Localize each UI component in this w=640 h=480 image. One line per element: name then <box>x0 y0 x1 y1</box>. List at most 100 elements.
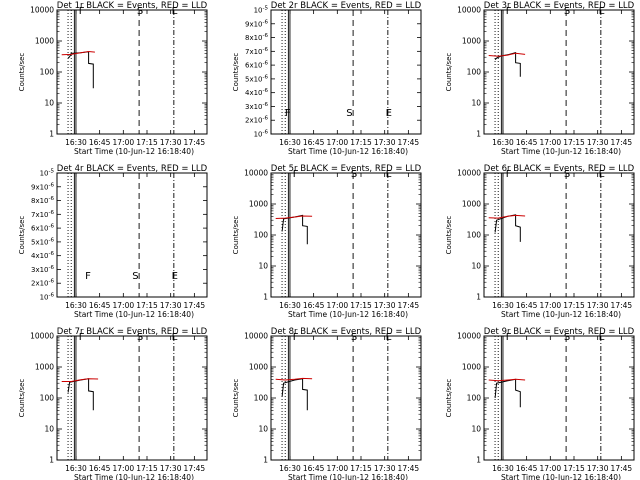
y-tick-label: 1 <box>263 293 268 302</box>
y-tick-label: 8x10-6 <box>31 196 55 205</box>
y-tick-label: 10000 <box>244 169 268 178</box>
x-tick-label: 17:30 <box>374 301 396 310</box>
series-line-lld <box>488 52 526 57</box>
x-axis-label: Start Time (10-Jun-12 16:18:40) <box>288 310 408 319</box>
x-tick-label: 17:30 <box>374 138 396 147</box>
series-line-lld <box>488 214 526 219</box>
x-tick-label: 16:45 <box>89 301 111 310</box>
x-axis-label: Start Time (10-Jun-12 16:18:40) <box>288 147 408 156</box>
marker-letter-f: F <box>293 169 299 180</box>
chart-title: Det 8r BLACK = Events, RED = LLD <box>271 327 422 337</box>
y-tick-label: 100 <box>254 394 269 403</box>
y-axis-label: Counts/sec <box>445 216 453 255</box>
x-tick-label: 16:30 <box>492 301 514 310</box>
marker-letter-f: F <box>506 6 512 17</box>
x-tick-label: 16:45 <box>303 464 325 473</box>
chart-panel: Det 9r BLACK = Events, RED = LLD Counts/s… <box>445 327 635 480</box>
y-tick-label: 10000 <box>244 332 268 341</box>
y-tick-label: 4x10-6 <box>31 251 55 260</box>
series-line-lld <box>275 215 313 219</box>
x-axis-label: Start Time (10-Jun-12 16:18:40) <box>501 310 621 319</box>
x-axis-label: Start Time (10-Jun-12 16:18:40) <box>501 147 621 156</box>
y-tick-label: 1000 <box>462 200 481 209</box>
plot-frame <box>56 335 208 461</box>
chart-panel: Det 2r BLACK = Events, RED = LLD Counts/s… <box>232 1 422 156</box>
x-tick-label: 17:30 <box>160 464 182 473</box>
y-tick-label: 10 <box>471 425 481 434</box>
x-tick-label: 17:00 <box>113 464 135 473</box>
x-axis-label: Start Time (10-Jun-12 16:18:40) <box>501 473 621 480</box>
x-tick-label: 17:15 <box>563 464 585 473</box>
x-axis-label: Start Time (10-Jun-12 16:18:40) <box>74 473 194 480</box>
marker-letter-e: E <box>386 332 392 343</box>
y-tick-label: 10 <box>471 262 481 271</box>
y-tick-label: 10-6 <box>254 130 269 139</box>
marker-letter-f: F <box>285 108 291 119</box>
marker-letter-s: S <box>346 108 352 119</box>
x-tick-label: 17:45 <box>611 301 633 310</box>
x-tick-label: 16:45 <box>516 138 538 147</box>
x-tick-label: 17:15 <box>563 138 585 147</box>
y-tick-label: 1 <box>476 130 481 139</box>
x-tick-label: 17:00 <box>327 464 349 473</box>
y-tick-label: 6x10-6 <box>245 61 269 70</box>
x-tick-label: 17:45 <box>398 138 420 147</box>
series-line-events <box>281 214 308 245</box>
chart-panel: Det 5r BLACK = Events, RED = LLD Counts/s… <box>232 164 422 319</box>
y-tick-label: 2x10-6 <box>31 279 55 288</box>
y-tick-label: 10 <box>471 99 481 108</box>
x-tick-label: 16:30 <box>279 464 301 473</box>
plot-frame <box>483 335 635 461</box>
x-tick-label: 16:30 <box>65 464 87 473</box>
x-tick-label: 16:45 <box>89 138 111 147</box>
chart-title: Det 3r BLACK = Events, RED = LLD <box>484 1 635 11</box>
marker-letter-e: E <box>599 169 605 180</box>
y-tick-label: 1000 <box>35 37 54 46</box>
x-tick-label: 17:00 <box>540 464 562 473</box>
y-tick-label: 1000 <box>35 363 54 372</box>
x-tick-label: 16:45 <box>89 464 111 473</box>
plot-frame <box>270 335 422 461</box>
chart-title: Det 1r BLACK = Events, RED = LLD <box>57 1 208 11</box>
y-tick-label: 3x10-6 <box>31 265 55 274</box>
y-tick-label: 10-5 <box>254 6 269 15</box>
x-tick-label: 17:00 <box>327 301 349 310</box>
x-tick-label: 17:15 <box>350 301 372 310</box>
x-axis-label: Start Time (10-Jun-12 16:18:40) <box>74 310 194 319</box>
x-tick-label: 17:30 <box>160 301 182 310</box>
x-tick-label: 17:00 <box>327 138 349 147</box>
chart-title: Det 7r BLACK = Events, RED = LLD <box>57 327 208 337</box>
x-tick-label: 17:15 <box>350 464 372 473</box>
marker-letter-s: S <box>351 169 357 180</box>
y-tick-label: 3x10-6 <box>245 102 269 111</box>
y-tick-label: 1 <box>476 456 481 465</box>
x-tick-label: 16:45 <box>516 464 538 473</box>
y-tick-label: 100 <box>254 231 269 240</box>
x-tick-label: 17:45 <box>398 301 420 310</box>
marker-letter-e: E <box>386 169 392 180</box>
marker-letter-f: F <box>85 271 91 282</box>
y-tick-label: 10 <box>44 99 54 108</box>
marker-letter-s: S <box>137 332 143 343</box>
y-tick-label: 4x10-6 <box>245 88 269 97</box>
x-tick-label: 16:30 <box>65 301 87 310</box>
chart-title: Det 4r BLACK = Events, RED = LLD <box>57 164 208 174</box>
x-tick-label: 17:15 <box>350 138 372 147</box>
y-tick-label: 1 <box>49 456 54 465</box>
marker-letter-s: S <box>132 271 138 282</box>
y-tick-label: 10000 <box>457 6 481 15</box>
y-tick-label: 100 <box>40 394 55 403</box>
x-tick-label: 16:45 <box>303 301 325 310</box>
y-tick-label: 100 <box>467 394 482 403</box>
series-line-lld <box>488 378 526 382</box>
marker-letter-s: S <box>564 169 570 180</box>
marker-letter-s: S <box>564 332 570 343</box>
chart-panel: Det 7r BLACK = Events, RED = LLD Counts/s… <box>18 327 208 480</box>
x-tick-label: 17:00 <box>540 138 562 147</box>
y-tick-label: 7x10-6 <box>245 47 269 56</box>
plot-frame <box>270 172 422 298</box>
y-tick-label: 10000 <box>457 169 481 178</box>
y-tick-label: 1000 <box>462 363 481 372</box>
marker-letter-e: E <box>386 108 392 119</box>
